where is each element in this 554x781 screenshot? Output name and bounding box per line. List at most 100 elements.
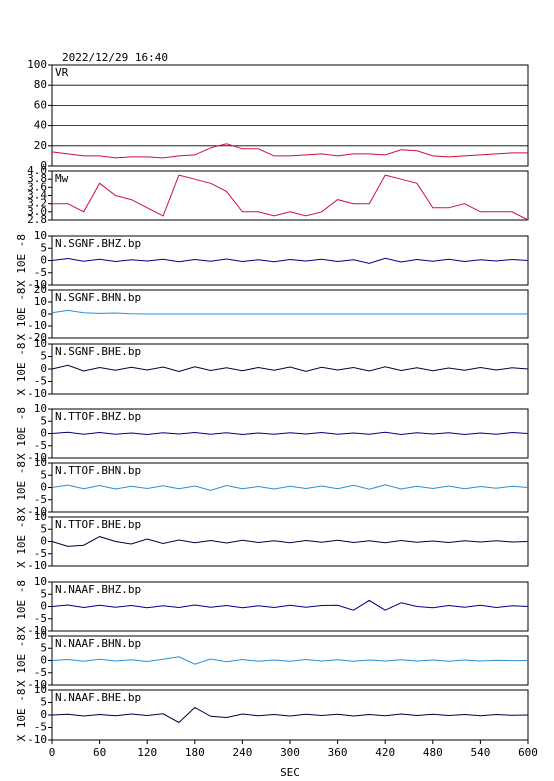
y-tick-label: 3.2 <box>27 197 47 210</box>
chart-title: 2022/12/29 16:40 <box>62 51 168 64</box>
x-tick-label: 360 <box>328 746 348 759</box>
y-axis-label: X 10E -8 <box>15 515 28 568</box>
y-tick-label: -10 <box>27 624 47 637</box>
y-tick-label: 20 <box>34 139 47 152</box>
waveform <box>51 143 528 159</box>
y-tick-label: 5 <box>40 468 47 481</box>
y-tick-label: 5 <box>40 241 47 254</box>
y-tick-label: 2.8 <box>27 213 47 226</box>
y-tick-label: 5 <box>40 522 47 535</box>
panel-label: N.NAAF.BHN.bp <box>55 637 141 650</box>
x-tick-label: 60 <box>93 746 106 759</box>
y-tick-label: 5 <box>40 414 47 427</box>
y-tick-label: -10 <box>27 451 47 464</box>
y-tick-label: 0 <box>40 654 47 667</box>
y-tick-label: 5 <box>40 587 47 600</box>
x-tick-label: 600 <box>518 746 538 759</box>
x-axis-label: SEC <box>280 766 300 779</box>
y-axis-label: X 10E -8 <box>15 689 28 742</box>
panel-label: N.SGNF.BHE.bp <box>55 345 141 358</box>
y-tick-label: 10 <box>34 402 47 415</box>
waveform <box>51 706 529 724</box>
panel-label: Mw <box>55 172 69 185</box>
y-tick-label: -5 <box>34 266 47 279</box>
y-tick-label: -5 <box>34 547 47 560</box>
y-tick-label: 3.4 <box>27 189 47 202</box>
y-tick-label: 0 <box>40 362 47 375</box>
waveform <box>51 599 529 611</box>
x-tick-label: 120 <box>137 746 157 759</box>
y-tick-label: 0 <box>40 307 47 320</box>
y-tick-label: 60 <box>34 98 47 111</box>
y-tick-label: -5 <box>34 612 47 625</box>
x-tick-label: 420 <box>375 746 395 759</box>
y-axis-label: X 10E -8 <box>15 407 28 460</box>
y-tick-label: 5 <box>40 350 47 363</box>
waveform <box>51 536 529 547</box>
y-tick-label: 20 <box>34 283 47 296</box>
y-tick-label: 10 <box>34 510 47 523</box>
panel-label: N.SGNF.BHN.bp <box>55 291 141 304</box>
x-tick-label: 480 <box>423 746 443 759</box>
y-tick-label: 10 <box>34 229 47 242</box>
waveform <box>51 484 529 491</box>
x-tick-label: 540 <box>470 746 490 759</box>
y-tick-label: 3.8 <box>27 172 47 185</box>
y-tick-label: 100 <box>27 58 47 71</box>
y-tick-label: 10 <box>34 629 47 642</box>
waveform <box>51 364 529 373</box>
y-tick-label: -20 <box>27 331 47 344</box>
y-axis-label: X 10E -8 <box>15 580 28 633</box>
panel-label: N.TTOF.BHZ.bp <box>55 410 141 423</box>
y-tick-label: 0 <box>40 535 47 548</box>
waveform <box>52 174 529 221</box>
y-tick-label: -10 <box>27 733 47 746</box>
x-tick-label: 300 <box>280 746 300 759</box>
panel-frame <box>51 170 529 221</box>
panel-label: N.SGNF.BHZ.bp <box>55 237 141 250</box>
y-tick-label: 10 <box>34 337 47 350</box>
panel-label: N.NAAF.BHE.bp <box>55 691 141 704</box>
panel-label: N.TTOF.BHE.bp <box>55 518 141 531</box>
y-tick-label: 0 <box>40 481 47 494</box>
y-axis-label: X 10E -8 <box>15 343 28 396</box>
y-tick-label: 0 <box>40 254 47 267</box>
x-tick-label: 240 <box>232 746 252 759</box>
waveform <box>51 257 529 264</box>
y-tick-label: -5 <box>34 666 47 679</box>
y-tick-label: -5 <box>34 493 47 506</box>
y-tick-label: 4.0 <box>27 164 47 177</box>
y-tick-label: -10 <box>27 319 47 332</box>
y-tick-label: -10 <box>27 278 47 291</box>
y-tick-label: 5 <box>40 641 47 654</box>
y-tick-label: 10 <box>34 456 47 469</box>
panel-label: VR <box>55 66 69 79</box>
y-tick-label: -5 <box>34 375 47 388</box>
y-tick-label: 10 <box>34 683 47 696</box>
y-tick-label: 0 <box>40 159 47 172</box>
y-tick-label: -5 <box>34 721 47 734</box>
y-tick-label: 0 <box>40 708 47 721</box>
waveform <box>51 656 529 665</box>
y-axis-label: X 10E -8 <box>15 461 28 514</box>
panel-label: N.TTOF.BHN.bp <box>55 464 141 477</box>
y-tick-label: 10 <box>34 295 47 308</box>
y-tick-label: 3.0 <box>27 205 47 218</box>
y-tick-label: -5 <box>34 439 47 452</box>
y-tick-label: 80 <box>34 78 47 91</box>
y-axis-label: X 10E -8 <box>15 634 28 687</box>
y-tick-label: 40 <box>34 119 47 132</box>
waveform <box>51 309 528 315</box>
y-axis-label: X 10E -8 <box>15 234 28 287</box>
x-tick-label: 180 <box>185 746 205 759</box>
y-tick-label: -10 <box>27 505 47 518</box>
y-tick-label: -10 <box>27 559 47 572</box>
y-tick-label: 0 <box>40 427 47 440</box>
panel-frame <box>51 64 529 167</box>
panel-label: N.NAAF.BHZ.bp <box>55 583 141 596</box>
y-tick-label: 5 <box>40 696 47 709</box>
y-tick-label: 3.6 <box>27 180 47 193</box>
y-tick-label: -10 <box>27 678 47 691</box>
y-tick-label: 0 <box>40 600 47 613</box>
